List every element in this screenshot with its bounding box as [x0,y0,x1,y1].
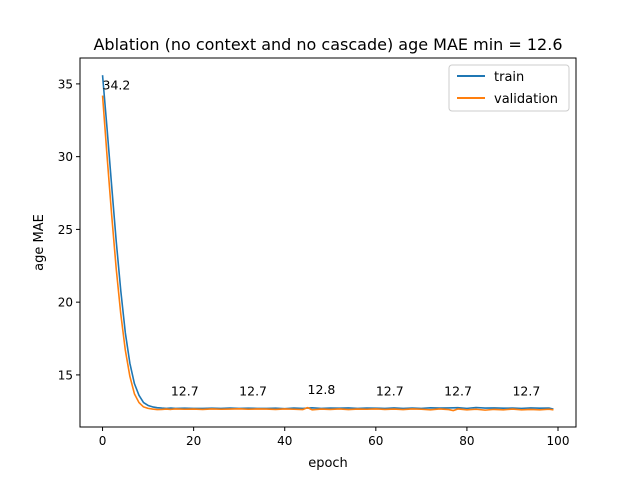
y-axis: 15 20 25 30 35 [58,77,80,382]
data-label: 12.8 [308,382,336,397]
x-tick-label: 100 [547,434,570,448]
series-layer [101,75,554,412]
x-axis-label: epoch [308,456,348,471]
chart-title: Ablation (no context and no cascade) age… [93,35,562,54]
data-label: 12.7 [376,383,404,398]
data-label: 12.7 [444,383,472,398]
axes-frame [79,57,577,428]
x-tick-label: 80 [459,434,474,448]
legend-label-validation: validation [494,92,558,107]
y-tick-label: 25 [58,223,73,237]
y-tick-label: 15 [58,368,73,382]
y-tick-label: 20 [58,296,73,310]
series-line-validation [101,95,554,412]
data-label: 12.7 [171,383,199,398]
series-line-train [101,75,554,410]
data-label: 12.7 [239,383,267,398]
plot-area: 34.2 12.7 12.7 12.8 12.7 12.7 12.7 [79,57,577,428]
x-tick-label: 60 [368,434,383,448]
x-tick-label: 0 [99,434,107,448]
annotation-layer: 34.2 12.7 12.7 12.8 12.7 12.7 12.7 [103,78,541,399]
data-label: 12.7 [512,383,540,398]
y-tick-label: 35 [58,77,73,91]
legend-label-train: train [494,70,524,85]
data-label: 34.2 [103,78,131,93]
y-tick-label: 30 [58,150,73,164]
legend: train validation [448,64,570,112]
x-tick-label: 20 [186,434,201,448]
x-tick-label: 40 [277,434,292,448]
y-axis-label: age MAE [32,214,47,271]
x-axis: 0 20 40 60 80 100 [99,427,570,448]
